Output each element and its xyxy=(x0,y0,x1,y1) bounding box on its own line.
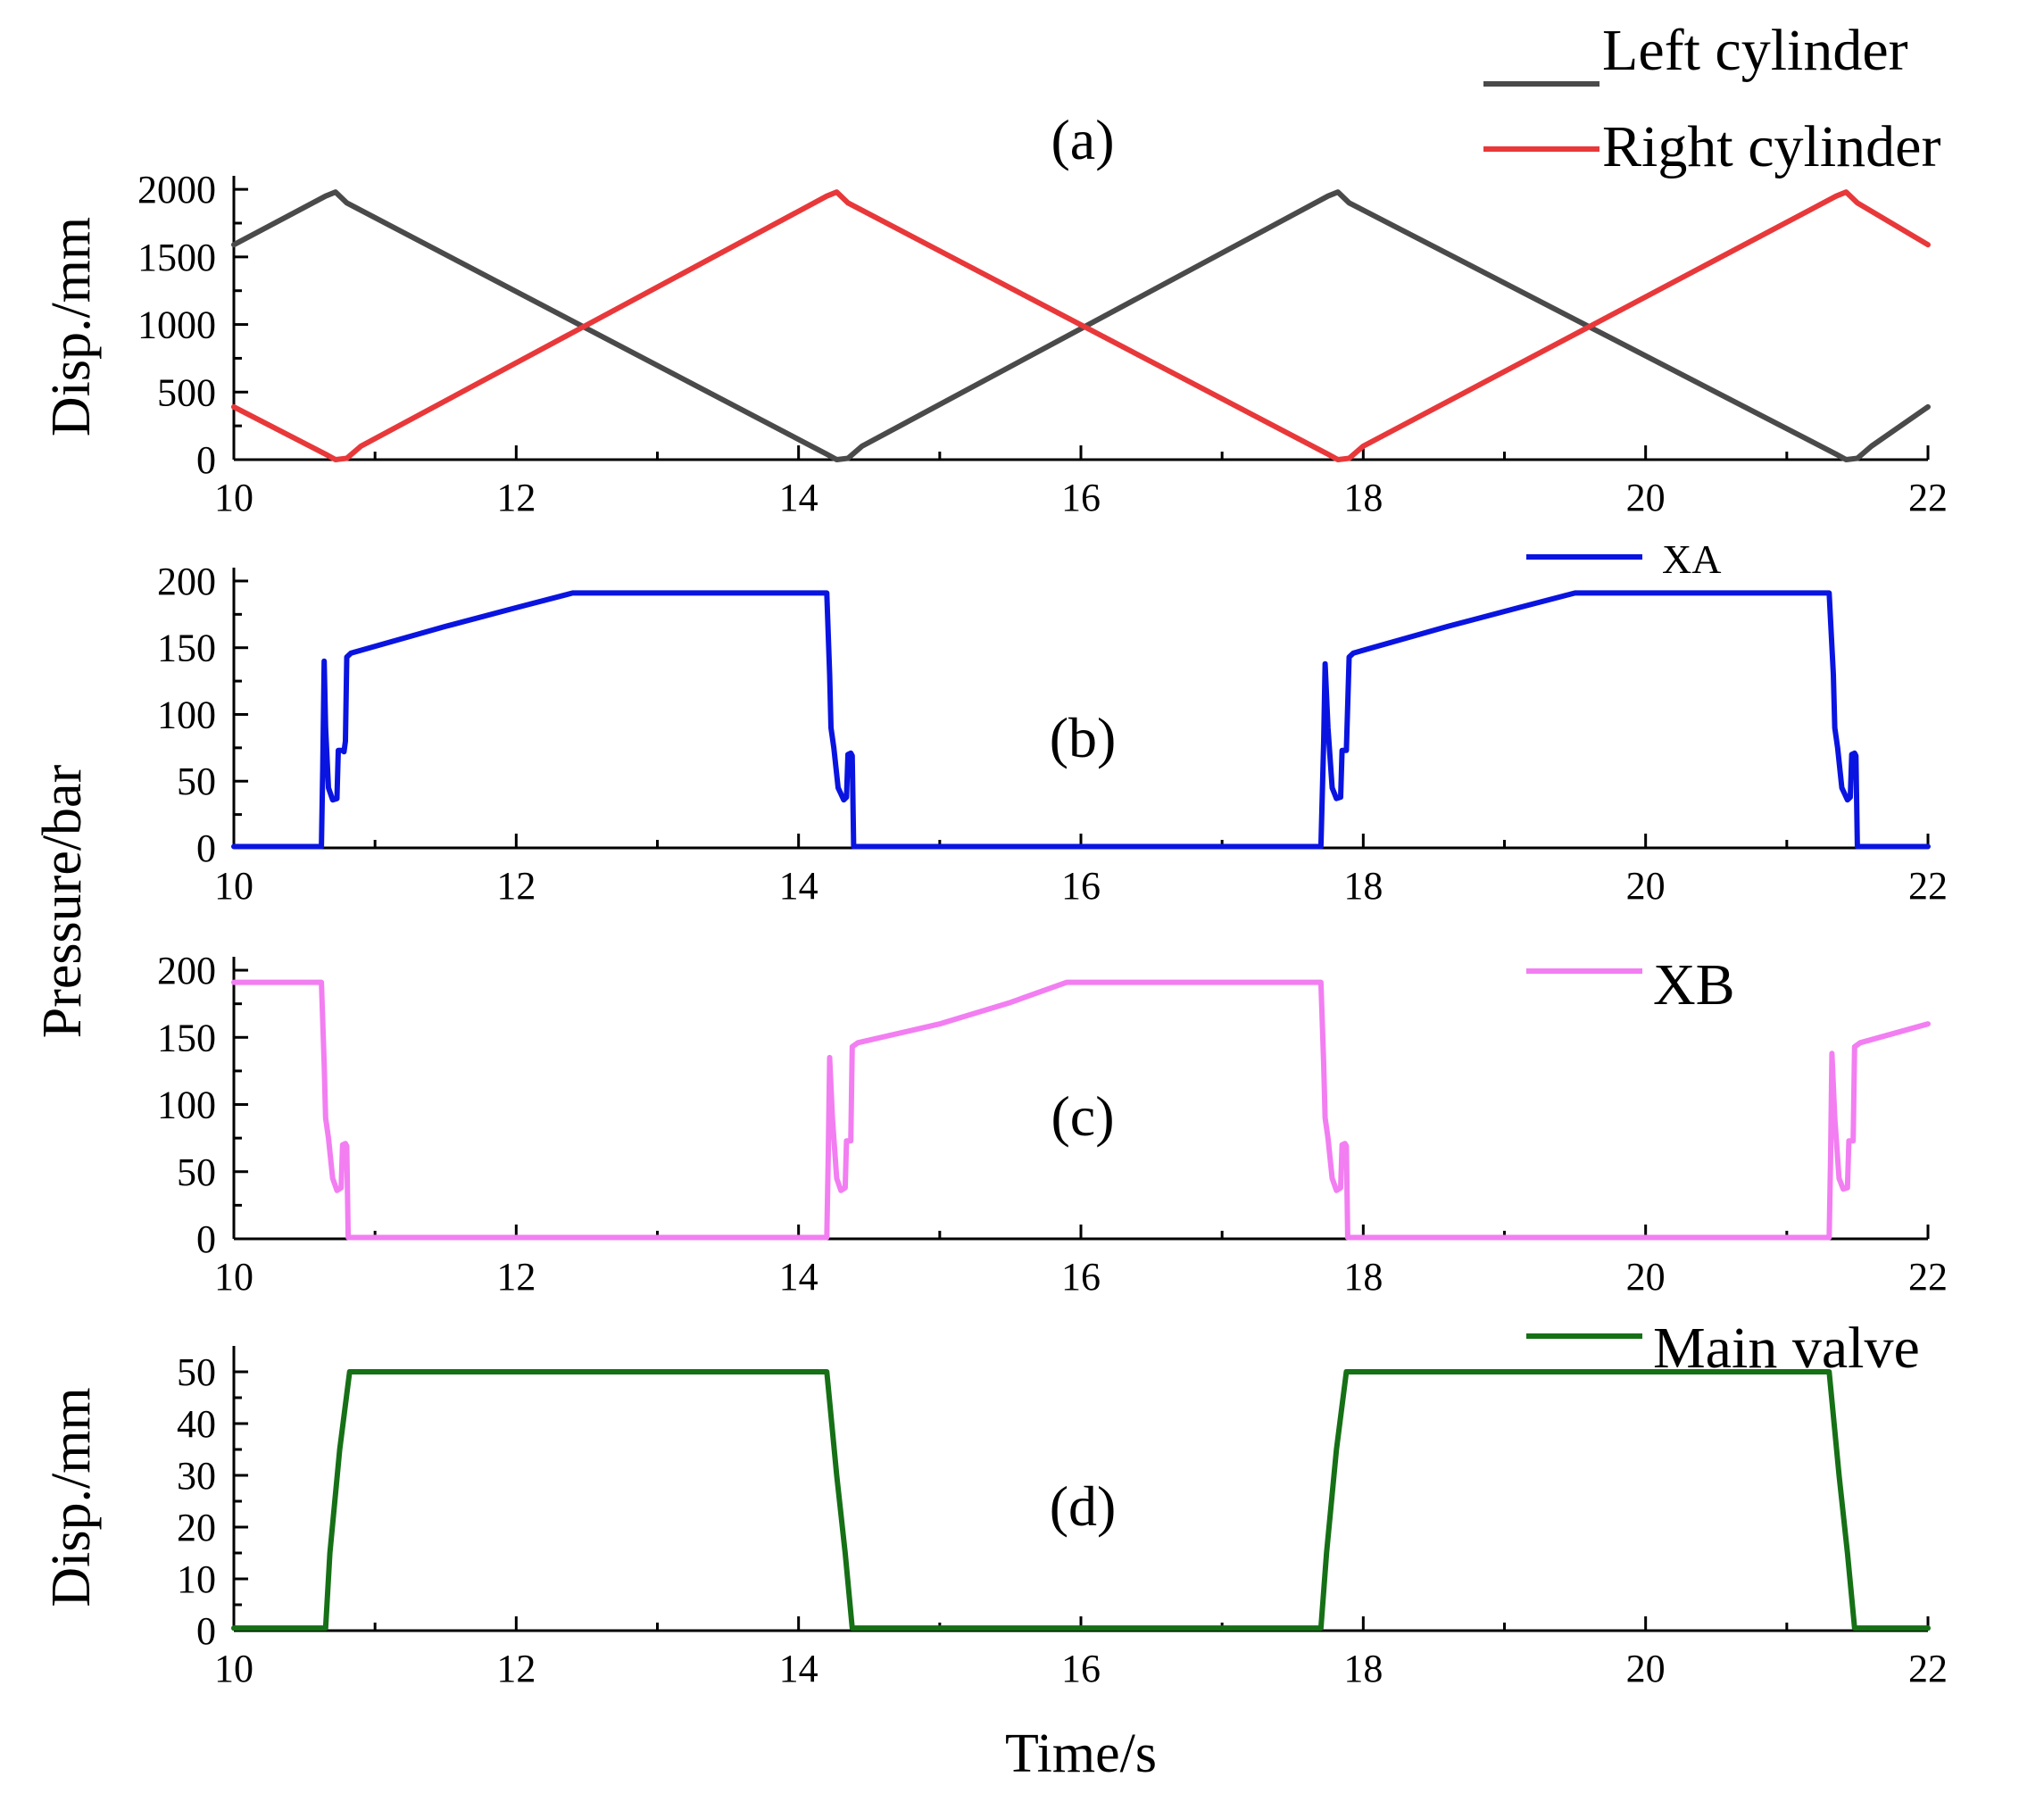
y-axis-title: Disp./mm xyxy=(41,1387,102,1607)
y-tick-label: 50 xyxy=(177,1150,216,1194)
y-tick-label: 50 xyxy=(177,760,216,803)
x-tick-label: 22 xyxy=(1908,476,1948,519)
x-tick-label: 18 xyxy=(1343,1255,1383,1299)
x-tick-label: 18 xyxy=(1343,476,1383,519)
y-tick-label: 30 xyxy=(177,1454,216,1498)
y-tick-label: 20 xyxy=(177,1506,216,1549)
panel-a: 10 12 14 16 18 20 22 0 500 1000 1500 2000 (a) Left cy… xyxy=(41,18,1948,519)
x-axis-title: Time/s xyxy=(1005,1723,1157,1784)
x-tick-label: 20 xyxy=(1626,1647,1666,1690)
x-tick-label: 10 xyxy=(214,1647,253,1690)
panel-b: 10 12 14 16 18 20 22 0 50 100 150 200 (b) XA xyxy=(157,536,1948,908)
y-tick-label: 50 xyxy=(177,1350,216,1394)
x-tick-label: 10 xyxy=(214,864,253,908)
legend-label: Main valve xyxy=(1653,1316,1920,1381)
x-tick-label: 22 xyxy=(1908,1647,1948,1690)
series-line-xb xyxy=(231,979,1931,1241)
x-tick-label: 20 xyxy=(1626,864,1666,908)
y-tick-label: 1000 xyxy=(137,303,216,347)
y-tick-label: 150 xyxy=(157,627,216,670)
legend-label: Right cylinder xyxy=(1602,114,1940,179)
x-tick-label: 16 xyxy=(1061,1647,1101,1690)
x-tick-label: 16 xyxy=(1061,1255,1101,1299)
x-tick-label: 18 xyxy=(1343,1647,1383,1690)
panel-label: (b) xyxy=(1050,706,1117,769)
y-tick-label: 40 xyxy=(177,1402,216,1446)
x-tick-label: 12 xyxy=(496,864,536,908)
series-line-left-cylinder xyxy=(231,189,1931,462)
x-tick-label: 14 xyxy=(779,864,818,908)
x-tick-label: 14 xyxy=(779,1255,818,1299)
y-tick-label: 0 xyxy=(196,1609,216,1653)
x-tick-label: 10 xyxy=(214,476,253,519)
panel-label: (c) xyxy=(1051,1084,1114,1148)
panel-label: (d) xyxy=(1050,1474,1117,1538)
x-tick-label: 20 xyxy=(1626,476,1666,519)
y-tick-label: 1500 xyxy=(137,236,216,279)
shared-y-axis-title: Pressure/bar xyxy=(32,764,93,1038)
legend-label: XB xyxy=(1653,952,1735,1017)
x-tick-label: 10 xyxy=(214,1255,253,1299)
y-tick-label: 0 xyxy=(196,1217,216,1261)
y-tick-label: 0 xyxy=(196,826,216,870)
y-tick-label: 150 xyxy=(157,1016,216,1059)
legend-label: XA xyxy=(1662,536,1721,582)
x-tick-label: 12 xyxy=(496,1255,536,1299)
x-tick-label: 14 xyxy=(779,476,818,519)
y-tick-label: 0 xyxy=(196,438,216,482)
y-tick-label: 100 xyxy=(157,693,216,736)
y-axis-title: Disp./mm xyxy=(41,217,102,436)
x-tick-label: 22 xyxy=(1908,1255,1948,1299)
x-tick-label: 14 xyxy=(779,1647,818,1690)
y-tick-label: 10 xyxy=(177,1557,216,1601)
x-tick-label: 12 xyxy=(496,1647,536,1690)
y-tick-label: 100 xyxy=(157,1084,216,1127)
panel-label: (a) xyxy=(1051,108,1114,171)
series-line-main-valve xyxy=(231,1369,1931,1632)
x-tick-label: 22 xyxy=(1908,864,1948,908)
series-line-xa xyxy=(231,590,1931,850)
panel-c: 10 12 14 16 18 20 22 0 50 100 150 200 (c) XB xyxy=(157,949,1948,1299)
y-tick-label: 200 xyxy=(157,949,216,992)
series-line-right-cylinder xyxy=(231,189,1931,462)
x-tick-label: 20 xyxy=(1626,1255,1666,1299)
y-tick-label: 200 xyxy=(157,560,216,603)
x-tick-label: 16 xyxy=(1061,476,1101,519)
legend-label: Left cylinder xyxy=(1602,18,1908,83)
y-tick-label: 500 xyxy=(157,370,216,414)
y-tick-label: 2000 xyxy=(137,168,216,212)
x-tick-label: 18 xyxy=(1343,864,1383,908)
x-tick-label: 16 xyxy=(1061,864,1101,908)
x-tick-label: 12 xyxy=(496,476,536,519)
